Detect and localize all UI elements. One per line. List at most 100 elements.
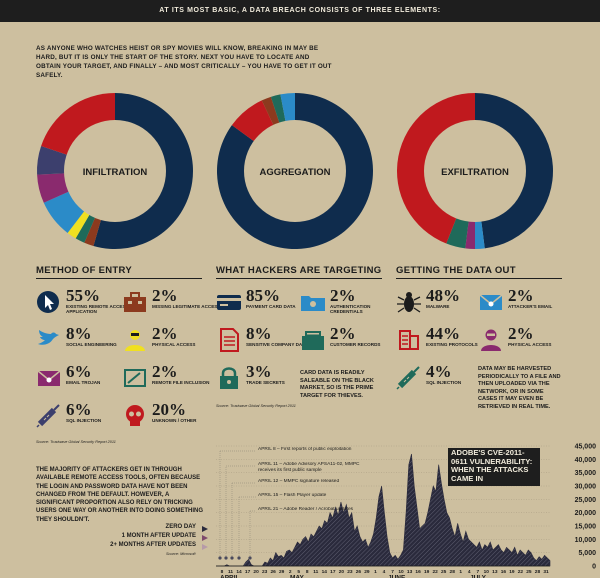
stat-label: REMOTE FILE INCLUSION bbox=[152, 380, 210, 385]
stat-entry-remote-access: 55% EXISTING REMOTE ACCESS APPLICATION bbox=[36, 286, 136, 318]
legend-swatch bbox=[202, 544, 208, 550]
x-tick-label: 17 bbox=[330, 569, 336, 575]
month-label: JULY bbox=[470, 575, 487, 578]
stat-label: SQL INJECTION bbox=[66, 418, 102, 423]
stat-target-customer-records: 2% CUSTOMER RECORDS bbox=[300, 324, 400, 356]
column-title-entry: METHOD OF ENTRY bbox=[36, 265, 132, 276]
syringe-icon bbox=[396, 366, 420, 390]
attack-timeline-chart: 0 5,000 10,000 15,000 20,000 25,000 30,000 35,0… bbox=[202, 444, 597, 578]
x-tick-label: 4 bbox=[383, 569, 386, 575]
x-tick-label: 11 bbox=[313, 569, 318, 575]
event-label: APRIL 8 – First reports of public exploi… bbox=[258, 447, 352, 452]
stat-value: 55% bbox=[66, 286, 100, 305]
stat-label: EXISTING REMOTE ACCESS APPLICATION bbox=[66, 304, 129, 315]
cursor-icon bbox=[37, 291, 59, 313]
x-tick-label: 23 bbox=[347, 569, 353, 575]
stat-out-malware: 48% MALWARE bbox=[396, 286, 496, 318]
x-tick-label: 2 bbox=[289, 569, 292, 575]
stat-label: PAYMENT CARD DATA bbox=[246, 304, 296, 309]
stat-entry-missing-access: 2% MISSING LEGITIMATE ACCESS bbox=[122, 286, 222, 318]
divider bbox=[216, 278, 382, 279]
source-note: Source: Microsoft bbox=[166, 552, 196, 556]
stat-label: TRADE SECRETS bbox=[246, 380, 285, 385]
twitter-bird-icon bbox=[38, 330, 59, 345]
pie-label-infiltration: INFILTRATION bbox=[83, 167, 148, 178]
x-tick-label: 16 bbox=[501, 569, 507, 575]
bug-icon bbox=[397, 292, 421, 313]
source-note: Source: Trustwave Global Security Report… bbox=[36, 440, 116, 444]
x-tick-label: 1 bbox=[374, 569, 377, 575]
stat-entry-remote-file: 2% REMOTE FILE INCLUSION bbox=[122, 362, 222, 394]
briefcase-icon bbox=[124, 292, 146, 312]
event-marker bbox=[230, 556, 234, 560]
month-label: MAY bbox=[290, 575, 305, 578]
x-tick-label: 29 bbox=[364, 569, 370, 575]
masked-person-icon bbox=[481, 329, 501, 351]
padlock-icon bbox=[220, 367, 238, 389]
stat-out-sql-injection: 4% SQL INJECTION bbox=[396, 362, 496, 394]
intro-text: AS ANYONE WHO WATCHES HEIST OR SPY MOVIE… bbox=[36, 45, 332, 79]
infiltration-donut: INFILTRATION bbox=[37, 93, 193, 249]
harvest-note: DATA MAY BE HARVESTED PERIODICALLY TO A … bbox=[478, 366, 561, 410]
x-tick-label: 1 bbox=[459, 569, 462, 575]
x-tick-label: 8 bbox=[221, 569, 224, 575]
card-data-note: CARD DATA IS READILY SALEABLE ON THE BLA… bbox=[300, 370, 374, 399]
x-tick-label: 7 bbox=[476, 569, 479, 575]
legend-two-months: 2+ MONTHS AFTER UPDATES bbox=[110, 542, 196, 548]
x-tick-label: 16 bbox=[415, 569, 421, 575]
aggregation-donut: AGGREGATION bbox=[217, 93, 373, 249]
x-tick-label: 13 bbox=[407, 569, 413, 575]
stat-label: PHYSICAL ACCESS bbox=[508, 342, 552, 347]
donut-hole bbox=[244, 120, 346, 222]
donut-hole bbox=[64, 120, 166, 222]
y-tick-label: 40,000 bbox=[575, 457, 597, 464]
stat-value: 2% bbox=[152, 286, 178, 305]
event-marker bbox=[248, 556, 252, 560]
x-tick-label: 14 bbox=[322, 569, 328, 575]
stat-target-credentials: 2% AUTHENTICATION CREDENTIALS bbox=[300, 286, 400, 318]
month-label: JUNE bbox=[388, 575, 406, 578]
stat-label: MALWARE bbox=[426, 304, 450, 309]
x-tick-label: 28 bbox=[535, 569, 541, 575]
x-tick-label: 26 bbox=[270, 569, 276, 575]
event-marker bbox=[218, 556, 222, 560]
protocol-icon bbox=[399, 330, 419, 350]
y-tick-label: 45,000 bbox=[575, 444, 597, 451]
stat-label: UNKNOWN / OTHER bbox=[152, 418, 197, 423]
stat-entry-physical-access: 2% PHYSICAL ACCESS bbox=[122, 324, 222, 356]
x-tick-label: 20 bbox=[339, 569, 345, 575]
x-tick-label: 8 bbox=[306, 569, 309, 575]
stat-label: EXISTING PROTOCOLS bbox=[426, 342, 478, 347]
stat-target-trade-secrets: 3% TRADE SECRETS bbox=[216, 362, 316, 394]
y-tick-label: 20,000 bbox=[575, 510, 597, 517]
x-tick-label: 10 bbox=[484, 569, 490, 575]
x-tick-label: 23 bbox=[262, 569, 268, 575]
stat-label: CUSTOMER RECORDS bbox=[330, 342, 381, 347]
syringe-icon bbox=[36, 404, 60, 428]
pie-label-aggregation: AGGREGATION bbox=[259, 167, 330, 178]
terminal-icon bbox=[124, 369, 146, 387]
divider bbox=[396, 278, 562, 279]
stat-value: 8% bbox=[246, 324, 272, 343]
y-tick-label: 30,000 bbox=[575, 484, 597, 491]
stat-out-protocols: 44% EXISTING PROTOCOLS bbox=[396, 324, 496, 356]
x-tick-label: 25 bbox=[526, 569, 532, 575]
stat-label: MISSING LEGITIMATE ACCESS bbox=[152, 304, 221, 309]
legend-swatch bbox=[202, 535, 208, 541]
x-tick-label: 5 bbox=[297, 569, 300, 575]
stat-label: PHYSICAL ACCESS bbox=[152, 342, 196, 347]
stat-value: 20% bbox=[152, 400, 186, 419]
exfiltration-donut: EXFILTRATION bbox=[397, 93, 554, 249]
header-bar: AT ITS MOST BASIC, A DATA BREACH CONSIST… bbox=[0, 0, 600, 22]
event-marker bbox=[224, 556, 228, 560]
stat-value: 4% bbox=[426, 362, 452, 381]
y-tick-label: 10,000 bbox=[575, 537, 597, 544]
stat-target-card-data: 85% PAYMENT CARD DATA bbox=[216, 286, 316, 318]
stat-value: 3% bbox=[246, 362, 272, 381]
x-tick-label: 20 bbox=[253, 569, 259, 575]
stat-out-attacker-email: 2% ATTACKER'S EMAIL bbox=[478, 286, 578, 318]
column-title-out: GETTING THE DATA OUT bbox=[396, 265, 516, 276]
legend-swatch bbox=[202, 526, 208, 532]
x-tick-label: 26 bbox=[356, 569, 362, 575]
x-tick-label: 14 bbox=[236, 569, 242, 575]
